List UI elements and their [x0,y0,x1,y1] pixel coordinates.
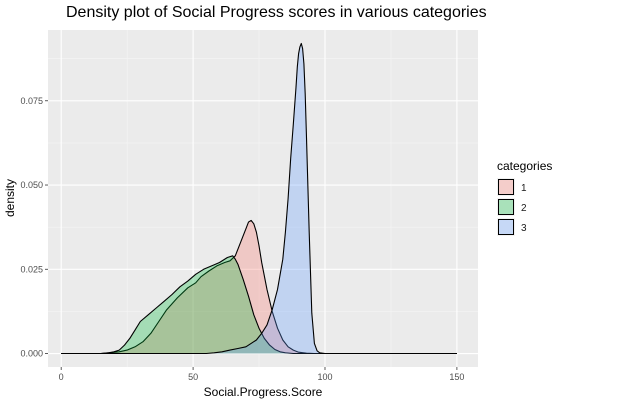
x-tick-label: 50 [188,372,198,382]
density-line-2 [61,255,457,355]
series-layer [61,42,457,355]
x-tick-label: 100 [317,372,332,382]
legend-swatch-3 [498,219,514,235]
legend-swatch-2 [498,199,514,215]
density-area-2 [61,255,457,354]
y-axis-title: density [3,179,17,217]
legend-key-bg [497,198,515,216]
x-tick-label: 0 [59,372,64,382]
y-tick-label: 0.050 [20,180,43,190]
x-tick-label: 150 [449,372,464,382]
y-tick-label: 0.025 [20,264,43,274]
legend-key-bg [497,218,515,236]
legend: categories 1 2 3 [497,159,552,236]
legend-key-bg [497,178,515,196]
density-line-1 [61,219,457,355]
y-tick-label: 0.000 [20,349,43,359]
x-axis-title: Social.Progress.Score [204,385,323,399]
legend-label-3: 3 [521,223,527,234]
chart-title: Density plot of Social Progress scores i… [66,4,487,21]
legend-label-2: 2 [521,203,527,214]
y-tick-label: 0.075 [20,96,43,106]
legend-label-1: 1 [521,183,527,194]
legend-title: categories [497,159,552,173]
plot-panel [48,30,478,367]
x-axis: 0 50 100 150 [59,367,464,382]
grid-minor [48,30,478,367]
legend-swatch-1 [498,179,514,195]
density-line-3 [61,42,457,355]
y-axis: 0.000 0.025 0.050 0.075 [20,96,48,359]
